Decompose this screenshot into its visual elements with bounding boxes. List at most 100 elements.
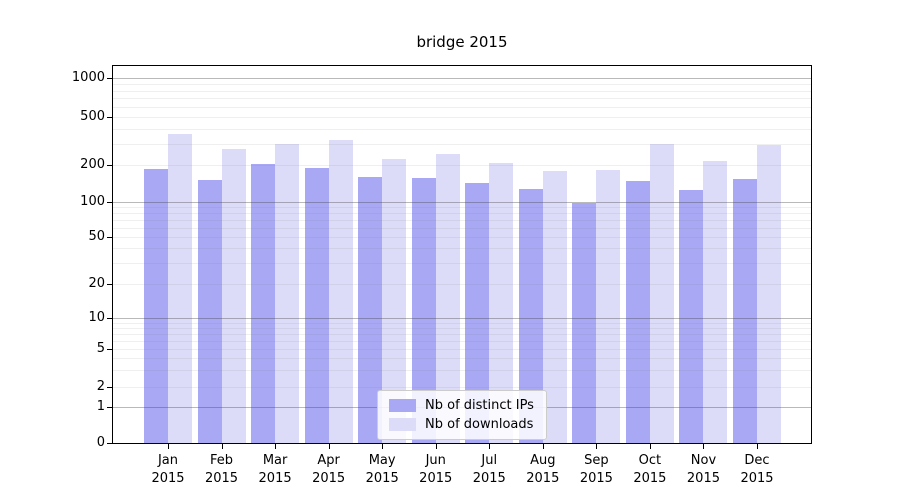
gridline-minor xyxy=(113,90,811,92)
gridline-minor xyxy=(113,340,811,342)
y-axis-tick-label: 1 xyxy=(96,399,105,414)
x-axis-tick-label: Sep 2015 xyxy=(579,453,613,486)
gridline-minor xyxy=(113,284,811,285)
legend-row: Nb of downloads xyxy=(389,415,537,434)
y-axis-tick xyxy=(107,237,113,238)
y-axis-tick xyxy=(107,202,113,203)
axis-spine-top xyxy=(112,65,812,66)
legend-swatch-downloads xyxy=(389,418,416,431)
x-axis-tick-label: Oct 2015 xyxy=(633,453,667,486)
x-axis-tick-label: Nov 2015 xyxy=(686,453,720,486)
x-axis-tick-label: Mar 2015 xyxy=(258,453,292,486)
legend-row: Nb of distinct IPs xyxy=(389,396,537,415)
x-axis-tick xyxy=(703,443,705,449)
x-axis-tick-label: May 2015 xyxy=(365,453,399,486)
y-axis-tick-label: 50 xyxy=(88,229,105,244)
gridline-minor xyxy=(113,327,811,329)
bar-downloads xyxy=(649,143,674,443)
bar-distinct-ips xyxy=(251,163,276,443)
y-axis-tick-label: 20 xyxy=(88,276,105,291)
x-axis-tick-label: Dec 2015 xyxy=(740,453,774,486)
x-axis-tick xyxy=(596,443,598,449)
x-axis-tick-label: Jun 2015 xyxy=(419,453,453,486)
gridline-minor xyxy=(113,207,811,209)
y-axis-tick-label: 2 xyxy=(96,379,105,394)
gridline-minor xyxy=(113,227,811,229)
gridline-minor xyxy=(113,387,811,388)
gridline-minor xyxy=(113,143,811,145)
y-axis-tick xyxy=(107,318,113,319)
x-axis-tick xyxy=(168,443,169,449)
gridline-minor xyxy=(113,117,811,118)
y-axis-tick xyxy=(107,387,113,388)
y-axis-tick-label: 0 xyxy=(96,435,105,450)
gridline-minor xyxy=(113,263,811,265)
bar-distinct-ips xyxy=(197,180,222,443)
y-axis-tick-label: 5 xyxy=(96,341,105,356)
y-axis-tick xyxy=(107,165,113,166)
x-axis-tick xyxy=(221,443,223,449)
x-axis-tick-label: Feb 2015 xyxy=(204,453,239,486)
plot-area: 0 1 2 5 10 20 50 100 200 500 1000 Jan 2015 Feb 2015 M… xyxy=(72,65,812,486)
gridline-minor xyxy=(113,98,811,100)
x-axis-tick-label: Jul 2015 xyxy=(472,453,506,486)
gridline-minor xyxy=(113,106,811,108)
bar-downloads xyxy=(168,134,192,443)
bar-downloads xyxy=(275,143,300,443)
legend-label: Nb of downloads xyxy=(425,417,534,432)
x-axis-tick xyxy=(435,443,437,449)
gridline-minor xyxy=(113,220,811,221)
gridline-major xyxy=(113,318,811,319)
y-axis-tick xyxy=(107,78,113,79)
bar-distinct-ips xyxy=(144,169,168,443)
bar-distinct-ips xyxy=(625,181,650,443)
bar-distinct-ips xyxy=(572,203,597,443)
y-axis-tick-label: 10 xyxy=(88,310,105,325)
x-axis-tick xyxy=(382,443,384,449)
bar-downloads xyxy=(703,161,728,443)
x-axis-tick xyxy=(489,443,491,449)
legend-swatch-distinct-ips xyxy=(389,399,416,412)
gridline-minor xyxy=(113,213,811,215)
bar-downloads xyxy=(757,144,781,443)
x-axis-tick xyxy=(757,443,758,449)
axis-spine-bottom xyxy=(112,443,812,444)
gridline-minor xyxy=(113,322,811,324)
legend-label: Nb of distinct IPs xyxy=(425,398,534,413)
bar-distinct-ips xyxy=(733,179,757,443)
gridline-major xyxy=(113,78,811,79)
gridline-minor xyxy=(113,128,811,130)
y-axis-tick-label: 500 xyxy=(80,109,105,124)
y-axis-tick xyxy=(107,117,113,118)
gridline-minor xyxy=(113,248,811,250)
axis-spine-left xyxy=(112,65,113,444)
x-axis-tick-label: Apr 2015 xyxy=(312,453,346,486)
axis-spine-right xyxy=(811,65,812,444)
bar-downloads xyxy=(328,140,353,443)
y-axis-tick-label: 1000 xyxy=(71,70,105,85)
gridline-minor xyxy=(113,165,811,166)
gridline-minor xyxy=(113,333,811,335)
gridline-minor xyxy=(113,358,811,360)
gridline-minor xyxy=(113,370,811,372)
bar-downloads xyxy=(221,149,246,443)
legend: Nb of distinct IPs Nb of downloads xyxy=(377,390,547,440)
gridline-minor xyxy=(113,83,811,85)
chart-title: bridge 2015 xyxy=(416,33,508,51)
x-axis-tick xyxy=(275,443,277,449)
gridline-minor xyxy=(113,349,811,350)
y-axis-tick-label: 200 xyxy=(80,157,105,172)
x-axis-tick xyxy=(328,443,330,449)
bar-distinct-ips xyxy=(304,167,329,443)
y-axis-tick xyxy=(107,443,113,444)
bar-distinct-ips xyxy=(679,190,704,443)
y-axis-tick xyxy=(107,284,113,285)
y-axis-tick-label: 100 xyxy=(80,194,105,209)
x-axis-tick-label: Aug 2015 xyxy=(526,453,560,486)
gridline-minor xyxy=(113,237,811,238)
y-axis-tick xyxy=(107,349,113,350)
x-axis-tick xyxy=(649,443,651,449)
gridline-major xyxy=(113,202,811,203)
y-axis-tick xyxy=(107,407,113,408)
x-axis-tick-label: Jan 2015 xyxy=(151,453,185,486)
